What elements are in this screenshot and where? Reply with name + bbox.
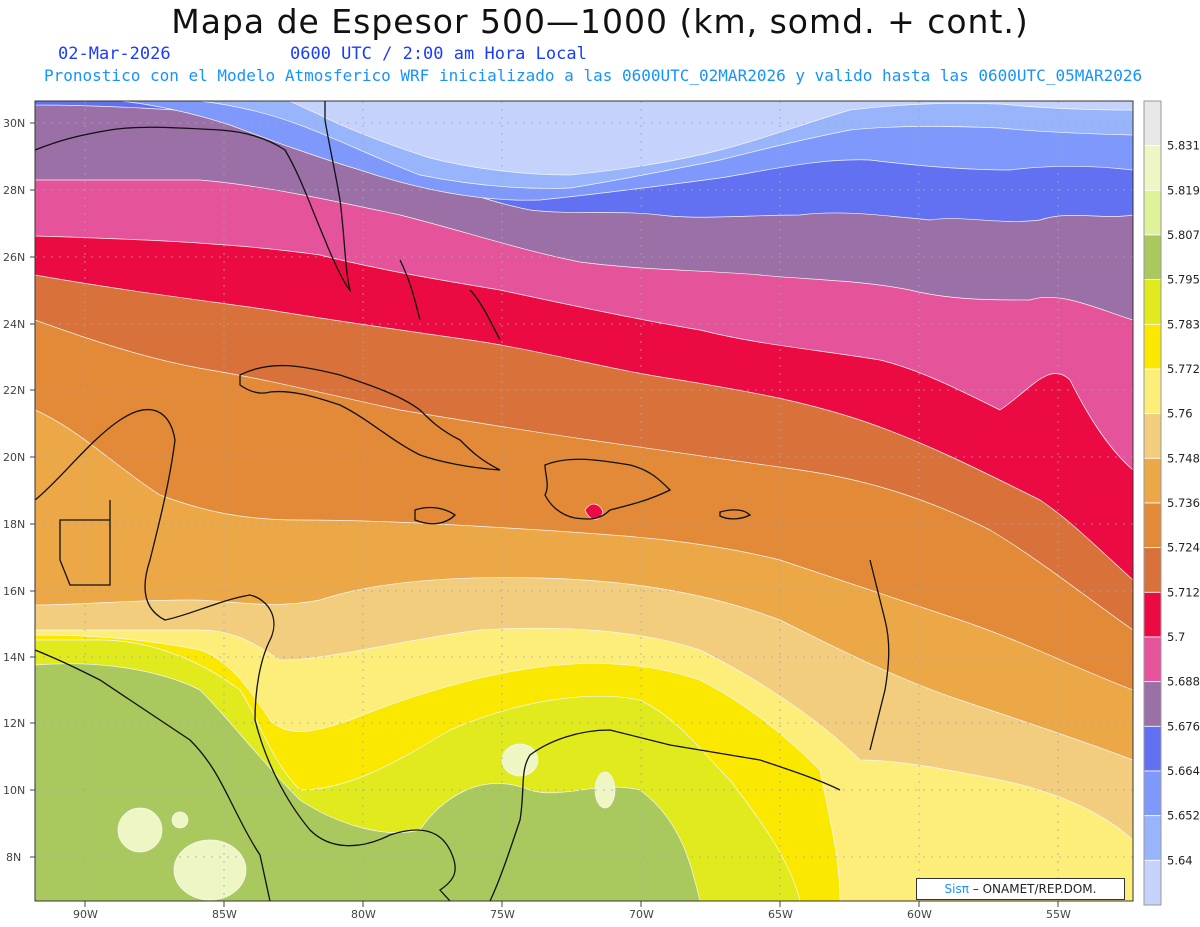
colorbar-swatch bbox=[1143, 636, 1162, 683]
colorbar-swatch bbox=[1143, 413, 1162, 459]
lon-label: 80W bbox=[351, 908, 376, 921]
colorbar-level-label: 5.64 bbox=[1167, 853, 1193, 867]
colorbar-level-label: 5.724 bbox=[1167, 541, 1200, 555]
lat-label: 26N bbox=[3, 251, 25, 264]
colorbar: 5.831 5.819 5.807 5.795 5.783 5.772 5.76 5.748 5… bbox=[1143, 100, 1200, 906]
lat-label: 22N bbox=[3, 384, 25, 397]
colorbar-swatch bbox=[1143, 591, 1162, 638]
colorbar-level-label: 5.676 bbox=[1167, 719, 1200, 733]
band-5.628 bbox=[289, 101, 1133, 176]
colorbar-swatch bbox=[1143, 368, 1162, 415]
lon-label: 60W bbox=[907, 908, 932, 921]
colorbar-swatch bbox=[1143, 100, 1162, 147]
contour-bands bbox=[35, 101, 1133, 901]
lon-axis: 90W 85W 80W 75W 70W 65W 60W 55W bbox=[73, 901, 1071, 921]
colorbar-swatch bbox=[1143, 725, 1162, 772]
colorbar-swatch bbox=[1143, 770, 1162, 817]
lat-label: 12N bbox=[3, 717, 25, 730]
lon-label: 55W bbox=[1046, 908, 1071, 921]
lat-label: 8N bbox=[6, 851, 21, 864]
colorbar-level-label: 5.76 bbox=[1167, 407, 1193, 421]
lat-axis: 30N 28N 26N 24N 22N 20N 18N 16N 14N 12N … bbox=[3, 117, 35, 864]
colorbar-swatch bbox=[1143, 323, 1162, 370]
colorbar-level-label: 5.795 bbox=[1167, 273, 1200, 287]
colorbar-swatch bbox=[1143, 457, 1162, 504]
lon-label: 70W bbox=[629, 908, 654, 921]
colorbar-swatch bbox=[1143, 502, 1162, 549]
lon-label: 75W bbox=[490, 908, 515, 921]
colorbar-swatch bbox=[1143, 279, 1162, 325]
colorbar-swatch bbox=[1143, 859, 1162, 906]
lat-label: 24N bbox=[3, 318, 25, 331]
colorbar-swatch bbox=[1143, 234, 1162, 281]
colorbar-level-label: 5.772 bbox=[1167, 362, 1200, 376]
colorbar-level-label: 5.712 bbox=[1167, 585, 1200, 599]
colorbar-swatch bbox=[1143, 815, 1162, 861]
lon-label: 85W bbox=[212, 908, 237, 921]
hispaniola-pocket bbox=[584, 503, 604, 520]
time-label: 0600 UTC / 2:00 am Hora Local bbox=[290, 44, 587, 64]
colorbar-swatch bbox=[1143, 681, 1162, 727]
colorbar-swatch bbox=[1143, 189, 1162, 236]
colorbar-swatch bbox=[1143, 547, 1162, 593]
colorbar-level-label: 5.807 bbox=[1167, 228, 1200, 242]
date-label: 02-Mar-2026 bbox=[58, 44, 171, 64]
lat-label: 30N bbox=[3, 117, 25, 130]
colorbar-swatch bbox=[1143, 145, 1162, 191]
colorbar-level-label: 5.7 bbox=[1167, 630, 1185, 644]
brand-logo: Sisπ bbox=[944, 882, 969, 896]
map-frame bbox=[34, 100, 1134, 902]
colorbar-level-label: 5.688 bbox=[1167, 675, 1200, 689]
lat-label: 14N bbox=[3, 651, 25, 664]
lat-label: 18N bbox=[3, 518, 25, 531]
lat-label: 20N bbox=[3, 451, 25, 464]
coastlines bbox=[35, 101, 890, 901]
colorbar-level-label: 5.652 bbox=[1167, 809, 1200, 823]
colorbar-level-label: 5.783 bbox=[1167, 317, 1200, 331]
colorbar-level-label: 5.736 bbox=[1167, 496, 1200, 510]
credit-text: – ONAMET/REP.DOM. bbox=[968, 882, 1097, 896]
lat-label: 10N bbox=[3, 784, 25, 797]
colorbar-frame bbox=[1143, 100, 1162, 906]
colorbar-level-label: 5.748 bbox=[1167, 451, 1200, 465]
forecast-note: Pronostico con el Modelo Atmosferico WRF… bbox=[44, 66, 1143, 85]
colorbar-level-label: 5.819 bbox=[1167, 183, 1200, 197]
lon-label: 65W bbox=[768, 908, 793, 921]
map-title: Mapa de Espesor 500—1000 (km, somd. + co… bbox=[171, 2, 1029, 41]
colorbar-level-label: 5.664 bbox=[1167, 764, 1200, 778]
lat-label: 28N bbox=[3, 184, 25, 197]
colorbar-level-label: 5.831 bbox=[1167, 139, 1200, 153]
lon-label: 90W bbox=[73, 908, 98, 921]
lat-label: 16N bbox=[3, 585, 25, 598]
credit-box: Sisπ – ONAMET/REP.DOM. bbox=[916, 878, 1125, 900]
